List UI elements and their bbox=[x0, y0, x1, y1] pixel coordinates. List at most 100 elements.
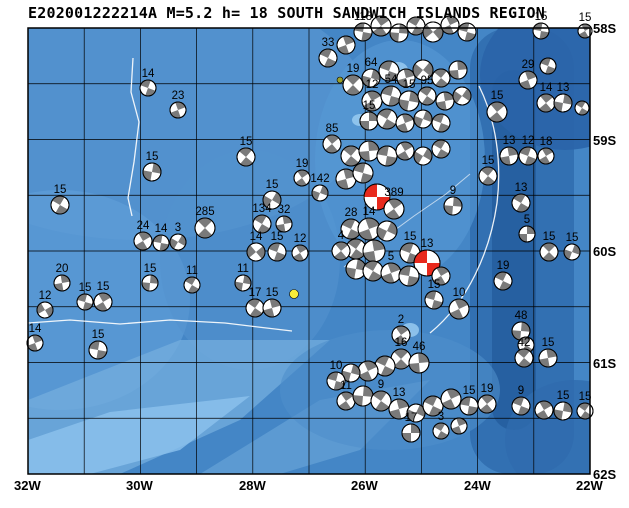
depth-label: 15 bbox=[144, 263, 157, 275]
lon-label-26w: 26W bbox=[351, 478, 378, 493]
depth-label: 29 bbox=[522, 59, 535, 71]
beachball bbox=[311, 184, 329, 202]
beachball bbox=[448, 60, 468, 80]
beachball bbox=[413, 146, 433, 166]
beachball bbox=[245, 298, 265, 318]
beachball bbox=[422, 395, 444, 417]
depth-label: 16 bbox=[395, 337, 408, 349]
depth-label: 46 bbox=[413, 341, 426, 353]
beachball bbox=[408, 352, 430, 374]
yellow-marker bbox=[289, 289, 299, 299]
beachball bbox=[374, 355, 396, 377]
beachball bbox=[391, 325, 411, 345]
depth-label: 13 bbox=[515, 182, 528, 194]
beachball bbox=[553, 401, 573, 421]
lat-label-58s: 58S bbox=[593, 21, 617, 36]
depth-label: 13 bbox=[557, 82, 570, 94]
lon-label-32w: 32W bbox=[14, 478, 41, 493]
beachball bbox=[486, 101, 508, 123]
depth-label: 19 bbox=[347, 63, 360, 75]
depth-label: 142 bbox=[310, 173, 329, 185]
beachball bbox=[390, 348, 412, 370]
beachball-highlighted bbox=[363, 183, 391, 211]
lon-label-22w: 22W bbox=[576, 478, 603, 493]
beachball bbox=[450, 417, 468, 435]
beachball bbox=[141, 274, 159, 292]
depth-label: 15 bbox=[542, 337, 555, 349]
beachball bbox=[291, 244, 309, 262]
depth-label: 14 bbox=[250, 231, 263, 243]
depth-label: 118 bbox=[354, 11, 372, 23]
depth-label: 9 bbox=[378, 379, 384, 391]
beachball bbox=[50, 195, 70, 215]
lat-label-62s: 62S bbox=[593, 467, 617, 482]
map-title: E202001222214A M=5.2 h= 18 SOUTH SANDWIC… bbox=[28, 4, 545, 22]
beachball bbox=[252, 214, 272, 234]
beachball bbox=[412, 59, 434, 81]
beachball bbox=[169, 233, 187, 251]
depth-label: 11 bbox=[186, 265, 198, 277]
depth-label: 15 bbox=[97, 281, 110, 293]
depth-label: 33 bbox=[322, 37, 335, 49]
depth-label: 15 bbox=[403, 79, 416, 91]
beachball bbox=[342, 74, 364, 96]
depth-label: 14 bbox=[540, 82, 553, 94]
depth-label: 17 bbox=[405, 412, 418, 424]
beachball bbox=[357, 217, 381, 241]
depth-label: 95 bbox=[421, 75, 434, 87]
beachball bbox=[322, 134, 342, 154]
beachball bbox=[318, 48, 338, 68]
lat-label-61s: 61S bbox=[593, 356, 617, 371]
beachball bbox=[335, 168, 357, 190]
beachball bbox=[440, 15, 460, 35]
depth-label: 15 bbox=[463, 385, 476, 397]
beachball bbox=[518, 146, 538, 166]
depth-label: 2 bbox=[398, 314, 404, 326]
beachball bbox=[417, 86, 437, 106]
beachball bbox=[388, 398, 410, 420]
depth-label: 15 bbox=[146, 151, 159, 163]
beachball bbox=[406, 16, 426, 36]
beachball bbox=[518, 70, 538, 90]
beachball bbox=[536, 93, 556, 113]
depth-label: 15 bbox=[566, 232, 579, 244]
lon-label-24w: 24W bbox=[464, 478, 491, 493]
depth-label: 18 bbox=[540, 136, 553, 148]
beachball bbox=[362, 239, 386, 263]
beachball bbox=[395, 141, 415, 161]
beachball bbox=[431, 113, 451, 133]
beachball bbox=[511, 193, 531, 213]
beachball bbox=[518, 225, 536, 243]
depth-label: 5 bbox=[388, 251, 394, 263]
beachball bbox=[398, 265, 420, 287]
depth-label: 15 bbox=[579, 391, 592, 403]
depth-label: 15 bbox=[535, 11, 548, 23]
depth-label: 54 bbox=[385, 74, 398, 86]
beachball bbox=[352, 162, 374, 184]
lon-label-30w: 30W bbox=[126, 478, 153, 493]
depth-label: 11 bbox=[340, 380, 352, 392]
depth-label: 15 bbox=[54, 184, 67, 196]
beachball bbox=[183, 276, 201, 294]
beachball bbox=[401, 423, 421, 443]
beachball bbox=[340, 218, 362, 240]
beachball bbox=[499, 146, 519, 166]
beachball bbox=[93, 292, 113, 312]
depth-label: 15 bbox=[491, 90, 504, 102]
beachball bbox=[361, 68, 381, 88]
lat-label-60s: 60S bbox=[593, 244, 617, 259]
depth-label: 15 bbox=[266, 179, 279, 191]
depth-label: 15 bbox=[271, 231, 284, 243]
beachball bbox=[133, 231, 153, 251]
beachball bbox=[395, 113, 415, 133]
beachball bbox=[532, 22, 550, 40]
depth-label: 14 bbox=[142, 68, 155, 80]
beachball bbox=[358, 140, 380, 162]
depth-label: 17 bbox=[249, 287, 262, 299]
beachball bbox=[36, 301, 54, 319]
boundary-line-west bbox=[127, 57, 140, 217]
beachball bbox=[413, 109, 433, 129]
beachball bbox=[537, 147, 555, 165]
beachball bbox=[275, 215, 293, 233]
